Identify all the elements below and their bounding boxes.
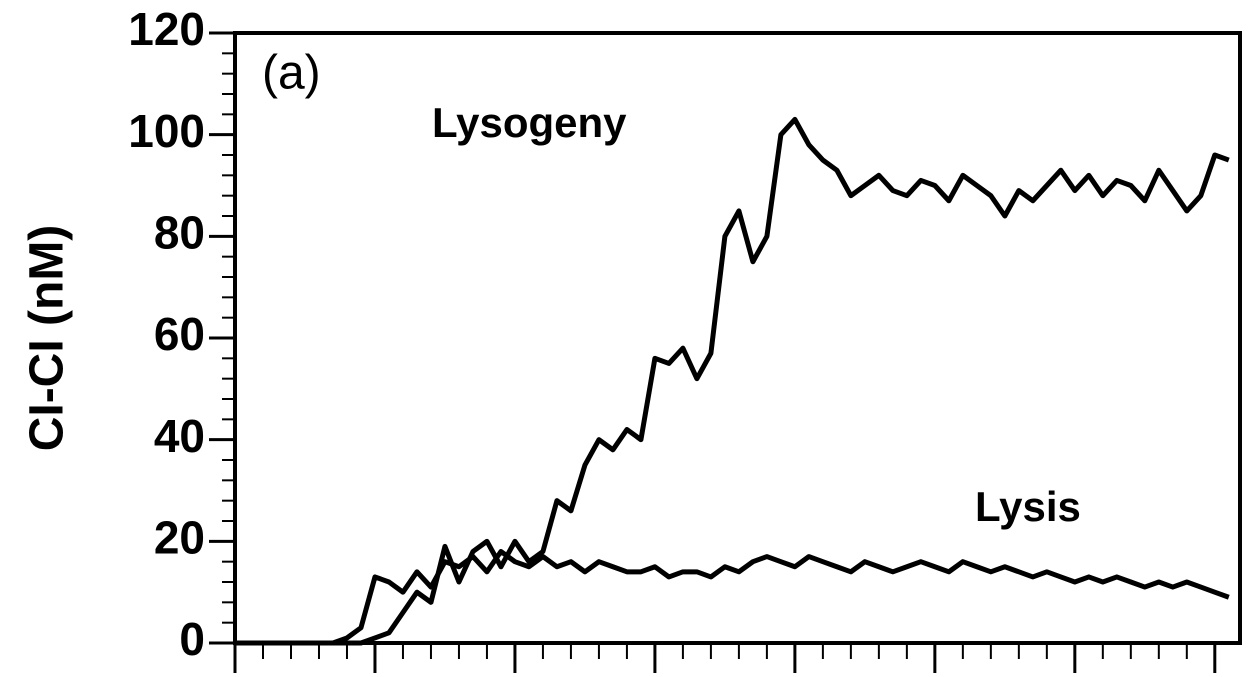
- y-axis-label: CI-CI (nM): [21, 225, 74, 452]
- annotation: Lysis: [975, 483, 1081, 530]
- plot-frame: [233, 31, 1242, 645]
- y-tick-label: 0: [179, 613, 205, 665]
- data-line: [235, 549, 1230, 646]
- y-tick-label: 120: [128, 3, 205, 55]
- y-tick-label: 40: [154, 410, 205, 462]
- data-line: [235, 116, 1230, 646]
- y-tick-label: 20: [154, 511, 205, 563]
- panel-label: (a): [262, 47, 321, 100]
- y-tick-label: 100: [128, 105, 205, 157]
- annotation: Lysogeny: [432, 99, 627, 146]
- y-tick-label: 60: [154, 308, 205, 360]
- y-tick-label: 80: [154, 206, 205, 258]
